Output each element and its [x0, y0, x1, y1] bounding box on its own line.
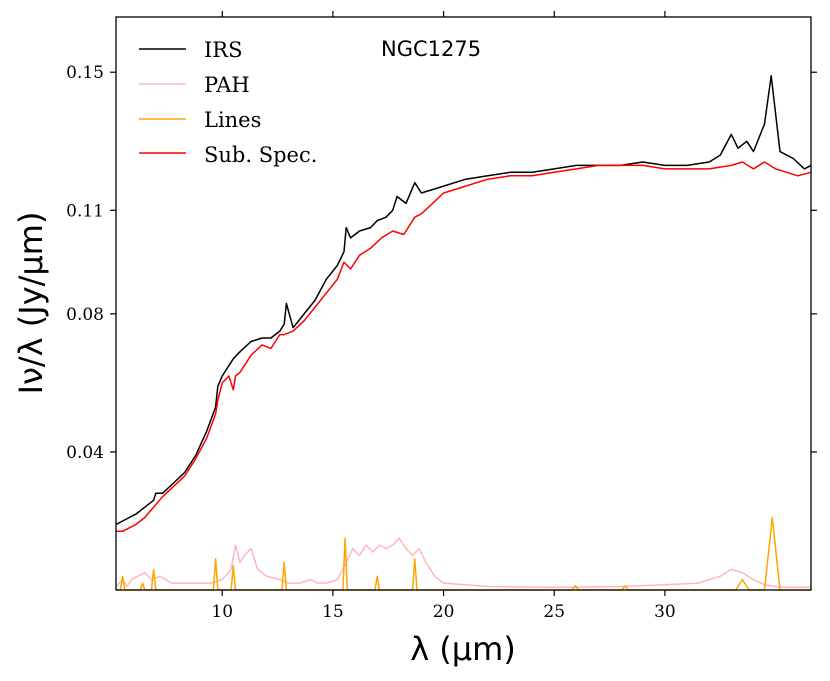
x-tick-label: 15: [322, 602, 344, 622]
series-line-lines: [116, 516, 811, 591]
x-tick-label: 25: [543, 602, 565, 622]
series-line-irs: [115, 74, 812, 526]
legend: IRS PAH Lines Sub. Spec.: [139, 38, 317, 167]
series-line-pah: [115, 537, 811, 588]
legend-label-irs: IRS: [204, 38, 243, 62]
tick-layer: 10 15 20 25 30 0.04 0.08 0.11 0.15: [66, 11, 817, 622]
chart-title: NGC1275: [381, 37, 481, 61]
x-tick-label: 20: [433, 602, 455, 622]
y-tick-label: 0.08: [66, 305, 104, 325]
series-line-sub-spec: [116, 161, 812, 533]
x-tick-label: 10: [211, 602, 233, 622]
y-axis-label: Iν/λ (Jy/μm): [12, 212, 50, 395]
legend-label-lines: Lines: [204, 108, 261, 132]
x-tick-label: 30: [654, 602, 676, 622]
legend-label-sub-spec: Sub. Spec.: [204, 143, 317, 167]
legend-label-pah: PAH: [204, 73, 250, 97]
x-axis-label: λ (μm): [410, 630, 516, 668]
y-tick-label: 0.11: [66, 201, 104, 221]
plot-area-frame: [115, 16, 812, 591]
y-tick-label: 0.04: [66, 443, 104, 463]
y-tick-label: 0.15: [66, 63, 104, 83]
